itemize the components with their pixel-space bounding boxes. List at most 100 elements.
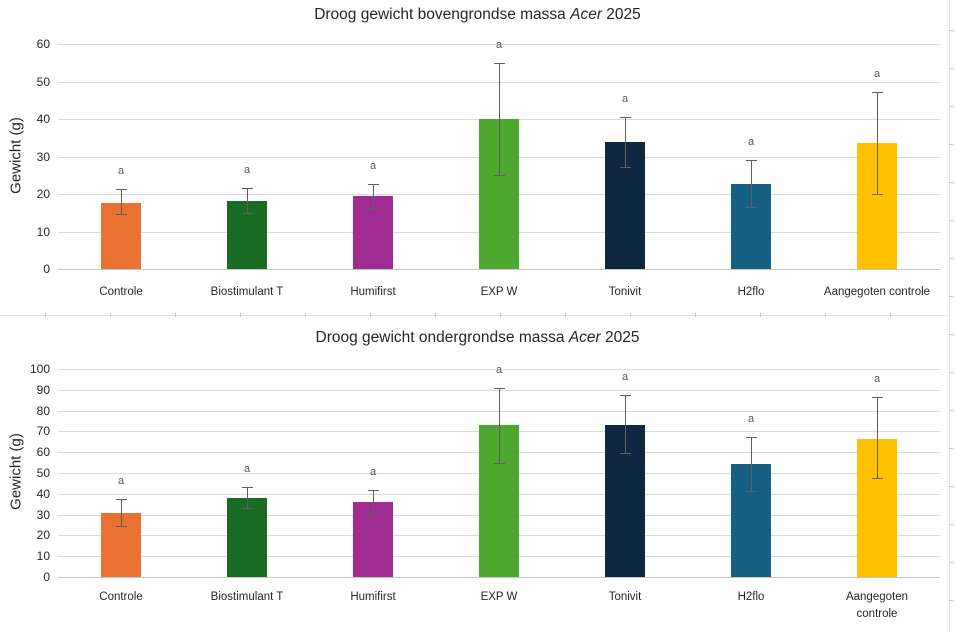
worksheet-row-tick [949,68,954,69]
error-bar-cap [619,453,631,455]
x-axis-line [58,577,940,578]
error-bar-tonivit [625,116,626,167]
x-category-label-controle: Controle [99,286,143,298]
y-tick-label: 30 [36,507,50,522]
worksheet-column-tick [240,313,241,317]
x-category-label-humifirst: Humifirst [350,591,396,603]
chart-title: Droog gewicht ondergrondse massa Acer 20… [315,329,640,346]
significance-letter: a [369,465,377,478]
worksheet-column-tick [370,313,371,317]
error-bar-humifirst [373,489,374,515]
y-tick-label: 50 [36,466,50,480]
worksheet-row-tick [949,600,954,601]
worksheet-row-tick [949,106,954,107]
x-category-label-controle: Controle [99,591,143,603]
error-bar-cap [619,166,631,168]
error-bar-cap [745,490,757,492]
significance-letter: a [117,474,125,487]
worksheet-row-tick [949,410,954,411]
worksheet-row-tick [949,486,954,487]
bar-biostimulant-t [227,497,267,577]
y-tick-label: 40 [36,486,50,501]
error-bar-aangegoten-controle [877,91,878,194]
error-bar-tonivit [625,395,626,454]
significance-letter: a [495,38,503,51]
worksheet-column-tick [630,313,631,317]
y-tick-label: 90 [36,382,50,397]
x-category-label-aangegoten-controle: Aangegoten controle [845,591,909,621]
error-bar-cap [871,194,883,195]
error-bar-h2flo [751,160,752,208]
worksheet-row-tick [949,448,954,449]
worksheet-row-tick [949,562,954,563]
worksheet-row-tick [949,372,954,373]
error-bar-cap [241,188,253,190]
x-category-label-tonivit: Tonivit [608,591,642,603]
y-tick-label: 10 [36,549,50,564]
error-bar-cap [367,489,379,491]
error-bar-cap [871,397,883,399]
error-bar-cap [493,387,505,389]
y-tick-label: 80 [36,403,50,418]
x-category-label-humifirst: Humifirst [350,286,396,298]
error-bar-cap [367,183,379,185]
worksheet-gridline-horizontal [0,315,950,316]
y-tick-label: 60 [36,37,50,51]
worksheet-row-tick [949,182,954,183]
error-bar-cap [493,462,505,464]
worksheet-column-tick [110,313,111,317]
y-tick-label: 40 [36,112,50,126]
worksheet-column-tick [435,313,436,317]
gridline [58,44,940,45]
y-tick-label: 20 [36,528,50,543]
worksheet-row-tick [949,296,954,297]
worksheet-column-tick [825,313,826,317]
x-category-label-biostimulant-t: Biostimulant T [210,591,284,603]
error-bar-cap [619,395,631,396]
error-bar-cap [115,213,127,215]
worksheet-column-tick [500,313,501,317]
error-bar-cap [115,526,127,528]
error-bar-cap [871,91,883,93]
y-tick-label: 10 [36,224,50,239]
x-category-label-exp-w: EXP W [480,591,518,603]
error-bar-h2flo [751,436,752,491]
error-bar-controle [121,189,122,214]
error-bar-aangegoten-controle [877,397,878,479]
error-bar-cap [241,486,253,488]
error-bar-cap [871,478,883,480]
x-axis-line [58,269,940,270]
worksheet-row-tick [949,524,954,525]
x-category-label-exp-w: EXP W [480,286,518,298]
error-bar-cap [745,436,757,438]
significance-letter: a [873,67,881,80]
worksheet-row-tick [949,220,954,221]
x-category-label-h2flo: H2flo [737,591,765,603]
significance-letter: a [243,462,251,475]
worksheet-column-tick [760,313,761,317]
y-tick-label: 20 [36,187,50,201]
error-bar-cap [367,515,379,517]
y-tick-label: 0 [43,262,50,276]
worksheet-column-tick [45,313,46,317]
chart-ondergrondse-panel: Droog gewicht ondergrondse massa Acer 20… [0,316,955,632]
error-bar-cap [745,207,757,209]
significance-letter: a [243,164,251,177]
worksheet-row-tick [949,258,954,259]
chart-title: Droog gewicht bovengrondse massa Acer 20… [314,6,641,23]
worksheet-column-tick [695,313,696,317]
significance-letter: a [495,363,503,376]
worksheet-gridline-vertical [949,0,950,632]
error-bar-cap [745,160,757,162]
worksheet-column-tick [305,313,306,317]
significance-letter: a [747,136,755,149]
y-tick-label: 0 [43,570,50,584]
significance-letter: a [621,371,629,383]
y-tick-label: 50 [36,74,50,89]
significance-letter: a [621,92,629,105]
y-tick-label: 100 [29,362,50,376]
error-bar-cap [619,116,631,118]
error-bar-cap [115,189,127,191]
x-category-label-biostimulant-t: Biostimulant T [210,286,284,298]
x-category-label-tonivit: Tonivit [608,286,642,298]
